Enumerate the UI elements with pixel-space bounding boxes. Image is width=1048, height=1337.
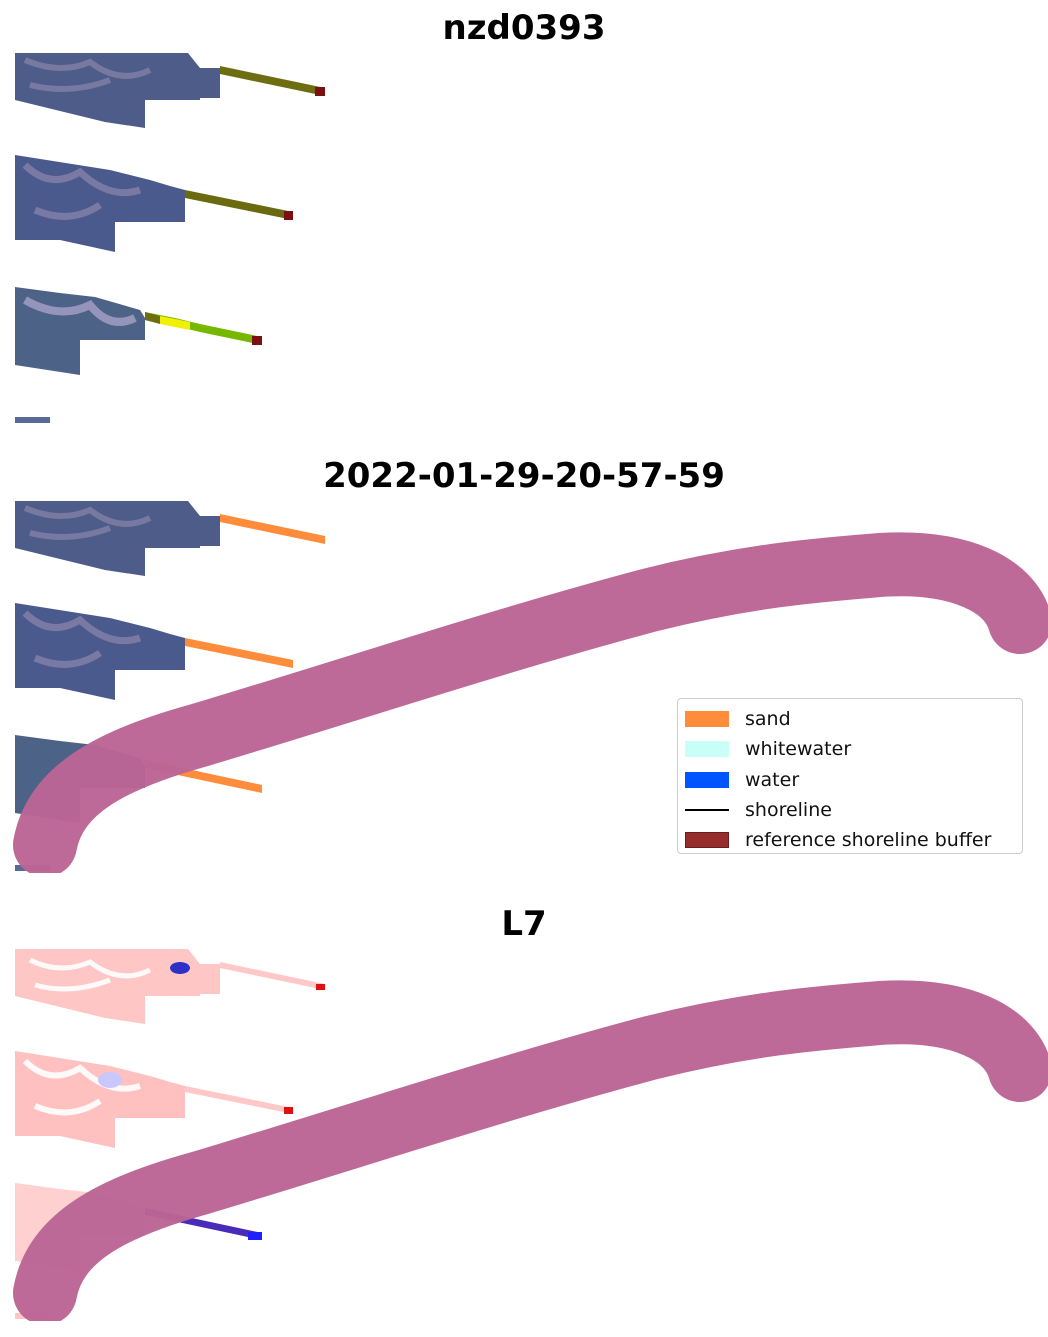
water-swatch-icon (685, 771, 729, 788)
index-strip-1 (220, 962, 325, 990)
class-sand-strip-1 (220, 514, 325, 544)
buffer-swatch-icon (685, 832, 729, 849)
legend-label: whitewater (745, 738, 852, 761)
class-land-tile-2 (15, 603, 185, 700)
panel-title-index: L7 (501, 904, 547, 944)
class-land-tile-1 (15, 501, 220, 576)
legend-label: shoreline (745, 799, 832, 822)
legend-label: reference shoreline buffer (745, 829, 992, 852)
rgb-strip-3 (145, 312, 262, 345)
legend-item-shoreline: shoreline (685, 795, 1014, 825)
shoreline-line-icon (685, 809, 729, 812)
rgb-land-tile-4 (15, 417, 50, 423)
rgb-land-tile-1 (15, 53, 220, 128)
rgb-land-tile-3 (15, 287, 145, 375)
legend-label: water (745, 768, 800, 791)
reference-shoreline-buffer-3 (13, 980, 1048, 1325)
rgb-land-tile-2 (15, 155, 185, 252)
index-land-tile-1 (15, 949, 220, 1024)
legend-item-reference-buffer: reference shoreline buffer (685, 825, 1014, 855)
rgb-strip-2 (185, 190, 293, 220)
sand-swatch-icon (685, 711, 729, 728)
panel-title-classified: 2022-01-29-20-57-59 (323, 456, 725, 496)
reference-shoreline-buffer-2 (13, 532, 1048, 877)
legend-label: sand (745, 708, 791, 731)
class-sand-strip-2 (185, 638, 293, 668)
legend-item-whitewater: whitewater (685, 734, 1014, 764)
index-land-tile-2 (15, 1051, 185, 1148)
legend: sand whitewater water shoreline referenc… (677, 698, 1023, 854)
panel-title-rgb: nzd0393 (442, 8, 606, 48)
whitewater-swatch-icon (685, 741, 729, 758)
index-strip-2 (185, 1086, 293, 1114)
legend-item-sand: sand (685, 704, 1014, 734)
rgb-strip-1 (220, 66, 325, 96)
legend-item-water: water (685, 765, 1014, 795)
